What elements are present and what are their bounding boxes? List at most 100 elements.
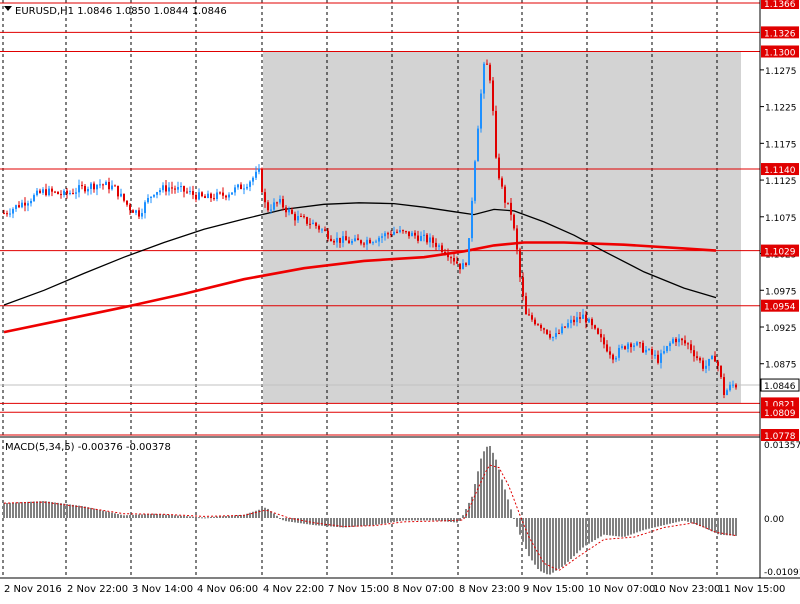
candle-body bbox=[117, 185, 119, 197]
candle-body bbox=[84, 185, 86, 192]
candle-body bbox=[81, 185, 83, 187]
macd-bar bbox=[606, 518, 608, 536]
candle-body bbox=[306, 217, 308, 224]
candle-body bbox=[39, 190, 41, 193]
macd-bar bbox=[510, 509, 512, 518]
macd-bar bbox=[48, 501, 50, 518]
candle-body bbox=[144, 202, 146, 214]
candle-body bbox=[468, 238, 470, 266]
candle-body bbox=[495, 110, 497, 158]
candle-body bbox=[207, 193, 209, 199]
macd-bar bbox=[6, 502, 8, 518]
candle-body bbox=[192, 191, 194, 195]
price-tick-label: 1.1275 bbox=[765, 67, 797, 77]
candle-body bbox=[174, 188, 176, 190]
candle-body bbox=[522, 277, 524, 297]
macd-bar bbox=[303, 518, 305, 524]
candle-body bbox=[51, 188, 53, 192]
candle-body bbox=[555, 333, 557, 337]
macd-bar bbox=[291, 518, 293, 523]
macd-bar bbox=[186, 516, 188, 518]
macd-bar bbox=[357, 518, 359, 527]
candle-body bbox=[102, 184, 104, 186]
candle-body bbox=[603, 337, 605, 345]
macd-bar bbox=[330, 518, 332, 527]
candle-body bbox=[711, 355, 713, 360]
candle-body bbox=[264, 192, 266, 203]
candle-body bbox=[234, 187, 236, 193]
candle-body bbox=[351, 240, 353, 244]
collapse-triangle-icon[interactable] bbox=[4, 6, 12, 11]
macd-bar bbox=[612, 518, 614, 536]
shaded-range-box[interactable] bbox=[263, 51, 741, 404]
candle-body bbox=[411, 232, 413, 237]
macd-bar bbox=[447, 518, 449, 522]
macd-bar bbox=[279, 518, 281, 519]
macd-bar bbox=[267, 508, 269, 518]
macd-bar bbox=[42, 501, 44, 518]
candle-body bbox=[258, 168, 260, 172]
candle-body bbox=[147, 197, 149, 203]
macd-bar bbox=[396, 518, 398, 522]
candle-body bbox=[669, 343, 671, 347]
macd-bar bbox=[33, 501, 35, 518]
candle-body bbox=[282, 199, 284, 208]
macd-bar bbox=[249, 512, 251, 518]
candle-body bbox=[177, 187, 179, 190]
candle-body bbox=[600, 333, 602, 338]
macd-bar bbox=[597, 518, 599, 539]
macd-signal-line[interactable] bbox=[4, 464, 737, 571]
candle-body bbox=[237, 184, 239, 188]
macd-bar bbox=[246, 513, 248, 518]
candle-body bbox=[507, 202, 509, 204]
macd-bar bbox=[678, 518, 680, 522]
level-label: 1.0954 bbox=[764, 303, 796, 313]
candle-body bbox=[666, 346, 668, 352]
macd-bar bbox=[111, 512, 113, 518]
macd-bar bbox=[711, 518, 713, 532]
candle-body bbox=[63, 190, 65, 195]
macd-bar bbox=[306, 518, 308, 525]
macd-bar bbox=[159, 514, 161, 518]
candle-body bbox=[630, 343, 632, 348]
macd-bar bbox=[384, 518, 386, 524]
candle-body bbox=[123, 193, 125, 201]
candle-body bbox=[702, 360, 704, 369]
macd-bar bbox=[270, 511, 272, 518]
macd-bar bbox=[234, 515, 236, 518]
macd-bar bbox=[663, 518, 665, 526]
candle-body bbox=[30, 200, 32, 204]
macd-bar bbox=[27, 501, 29, 518]
candle-body bbox=[447, 254, 449, 258]
candle-body bbox=[462, 263, 464, 270]
candle-body bbox=[723, 377, 725, 395]
candle-body bbox=[318, 225, 320, 230]
macd-bar bbox=[333, 518, 335, 527]
candle-body bbox=[615, 357, 617, 360]
macd-bar bbox=[363, 518, 365, 526]
macd-bar bbox=[366, 518, 368, 526]
candle-body bbox=[705, 365, 707, 369]
macd-bar bbox=[213, 516, 215, 518]
macd-bar bbox=[702, 518, 704, 528]
macd-bar bbox=[549, 518, 551, 575]
moving-average-line[interactable] bbox=[3, 241, 717, 334]
time-tick-label: 11 Nov 15:00 bbox=[718, 584, 785, 595]
macd-bar bbox=[594, 518, 596, 541]
macd-bar bbox=[498, 469, 500, 518]
macd-bar bbox=[720, 518, 722, 535]
macd-bar bbox=[165, 514, 167, 518]
candle-body bbox=[276, 202, 278, 204]
macd-bar bbox=[138, 514, 140, 518]
candle-body bbox=[654, 354, 656, 356]
macd-bar bbox=[465, 509, 467, 518]
candle-body bbox=[420, 235, 422, 241]
macd-bar bbox=[132, 514, 134, 518]
macd-bar bbox=[618, 518, 620, 537]
candle-body bbox=[675, 338, 677, 343]
candle-body bbox=[627, 343, 629, 349]
macd-bar bbox=[504, 489, 506, 518]
macd-bar bbox=[438, 518, 440, 521]
macd-bar bbox=[471, 496, 473, 518]
